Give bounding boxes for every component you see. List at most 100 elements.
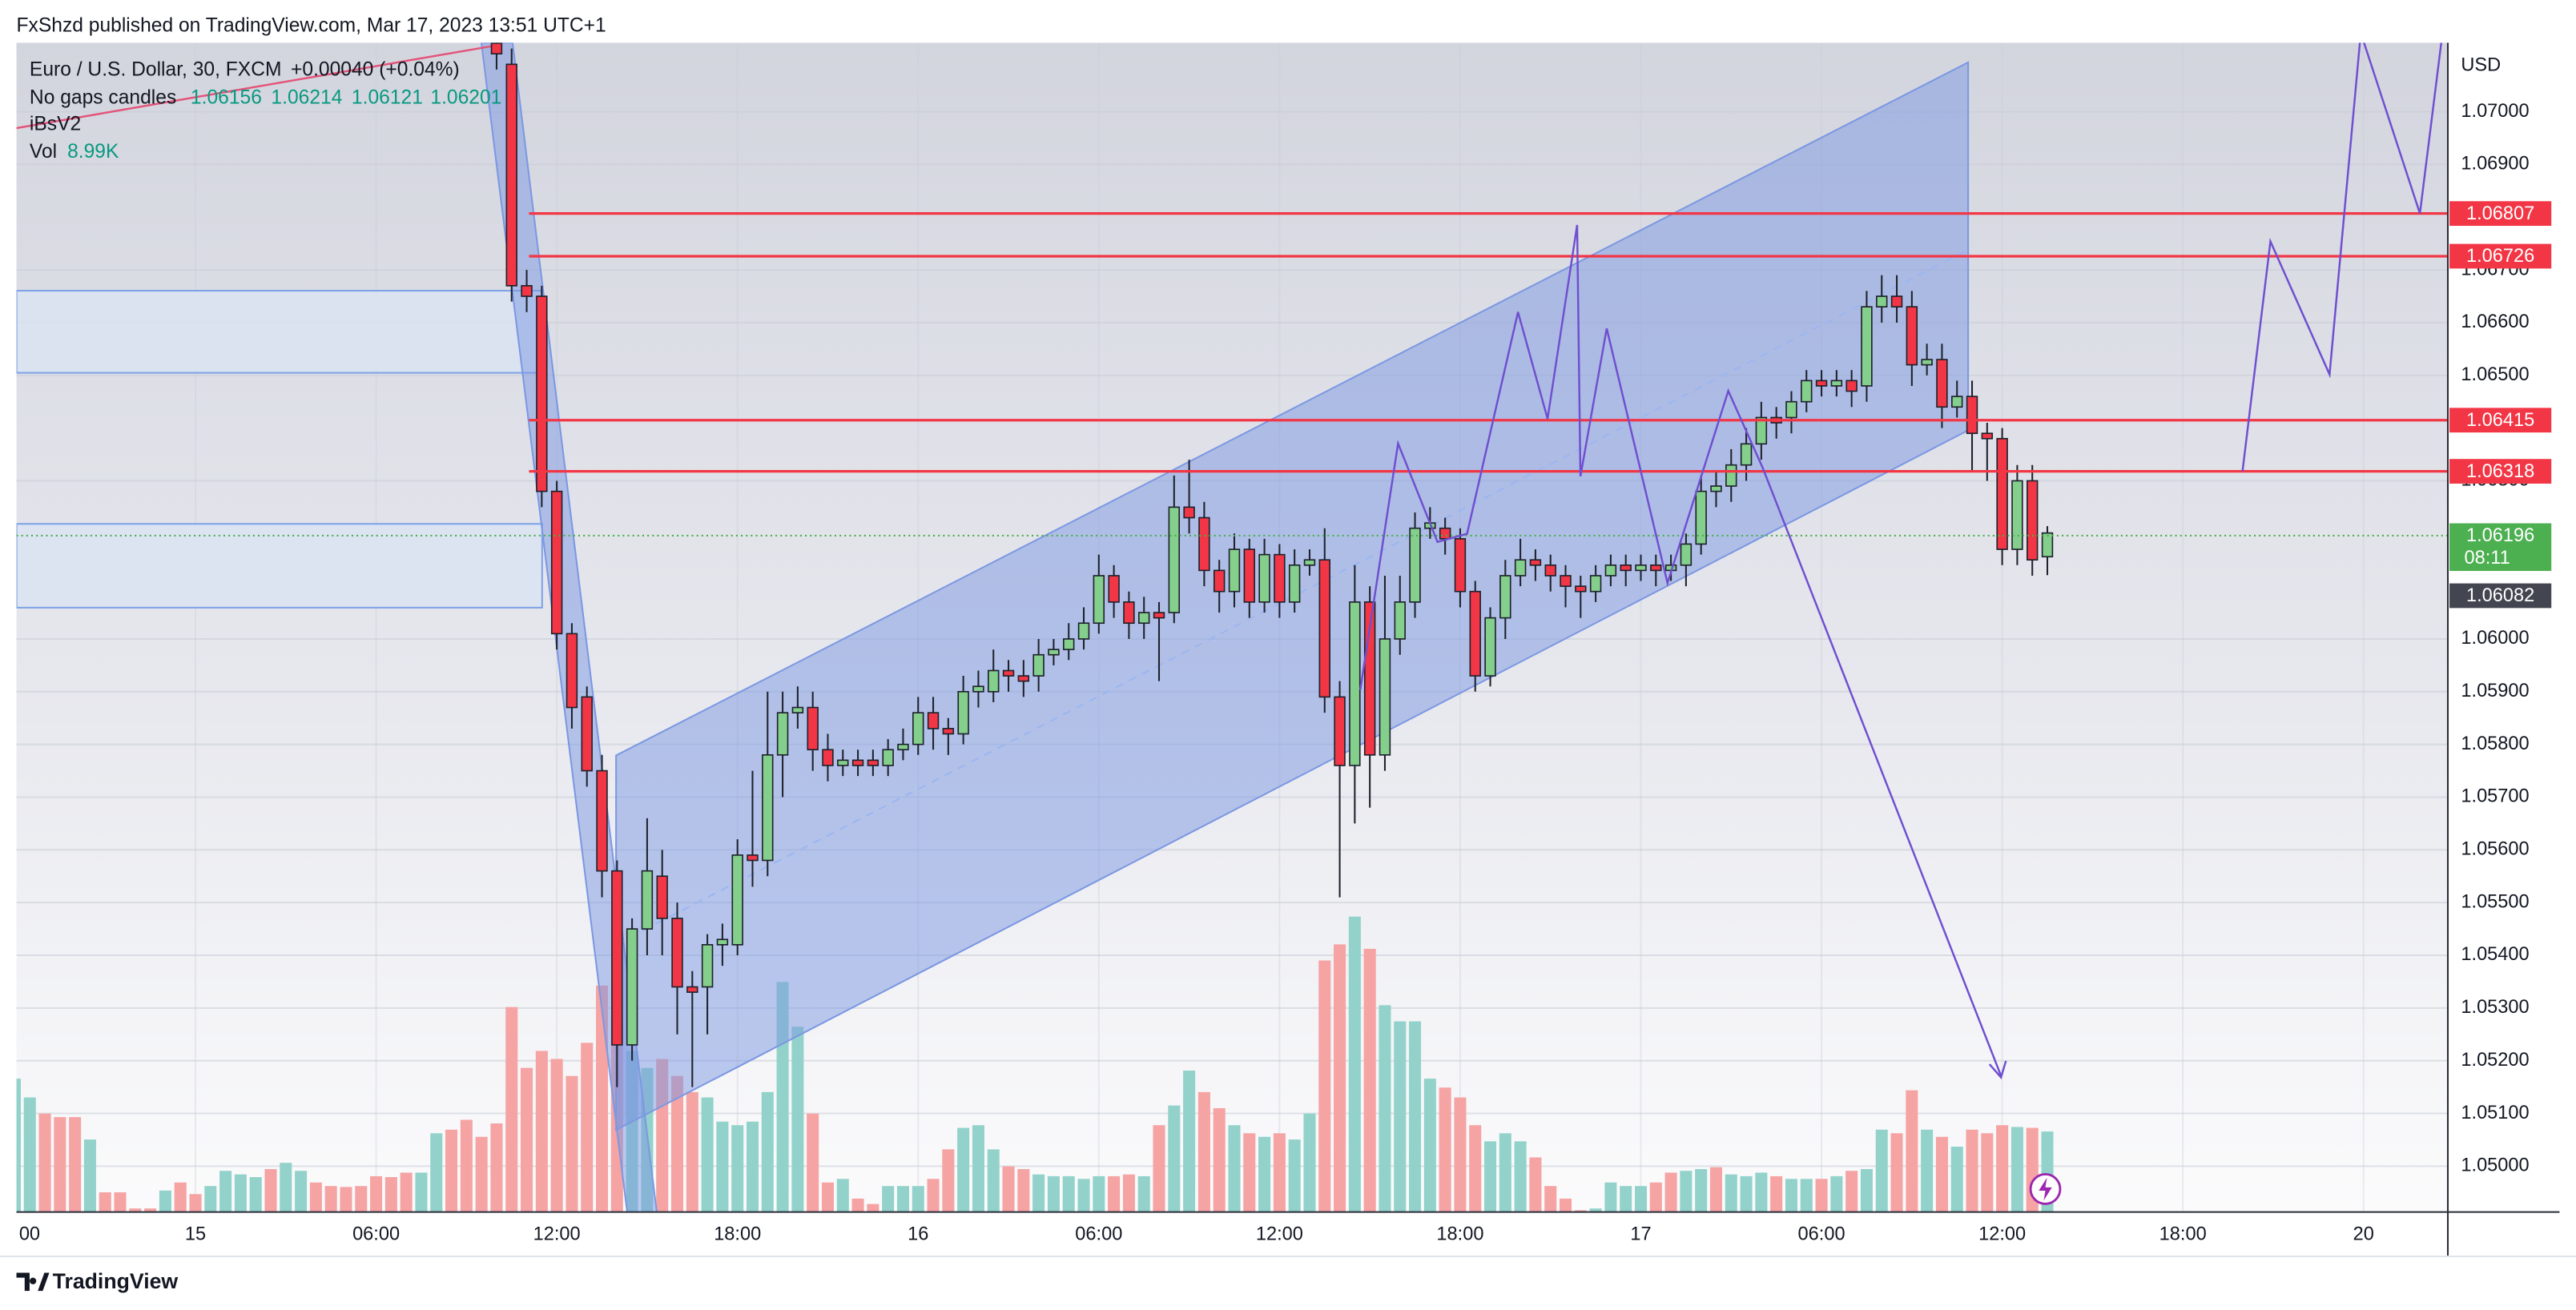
volume-bar (1860, 1168, 1873, 1212)
candle-body (1168, 506, 1181, 613)
brand-name[interactable]: TradingView (53, 1269, 179, 1293)
candle-body (1755, 416, 1768, 445)
candle-body (581, 696, 593, 772)
volume-bar (1740, 1175, 1753, 1212)
volume-bar (1845, 1171, 1858, 1212)
volume-bar (535, 1051, 548, 1212)
candle-body (550, 490, 563, 635)
candle-body (1514, 559, 1527, 577)
volume-bar (204, 1186, 217, 1212)
price-tag (2449, 523, 2552, 572)
candle-body (1213, 569, 1226, 593)
y-tick-label: 1.06000 (2461, 627, 2529, 648)
candle-body (1830, 380, 1843, 387)
candle-body (2041, 532, 2054, 558)
volume-bar (896, 1186, 909, 1212)
volume-bar (1363, 948, 1376, 1212)
legend-change: +0.00040 (+0.04%) (291, 59, 460, 81)
x-tick-label: 20 (2353, 1224, 2374, 1244)
candle-body (656, 875, 668, 919)
candle-body (1198, 516, 1210, 572)
volume-bar (1664, 1172, 1677, 1212)
plot (16, 42, 2449, 1212)
volume-bar (1996, 1125, 2009, 1212)
y-tick-label: 1.05900 (2461, 680, 2529, 701)
volume-bar (295, 1171, 308, 1212)
volume-bar (1183, 1071, 1196, 1212)
volume-bar (1137, 1175, 1150, 1212)
candle-body (1318, 559, 1330, 698)
x-tick-label: 18:00 (2159, 1224, 2207, 1244)
candle-body (1334, 696, 1346, 766)
x-tick-label: 15 (185, 1224, 206, 1244)
candle-body (2011, 480, 2023, 550)
candle-body (701, 944, 714, 988)
candle-body (505, 63, 517, 287)
volume-bar (249, 1177, 262, 1212)
candle-body (1936, 359, 1948, 408)
volume-bar (355, 1186, 368, 1212)
candle-body (972, 685, 984, 693)
trend-line (16, 45, 493, 130)
candle-body (686, 986, 698, 993)
candle-body (1544, 564, 1556, 577)
level-tag-label: 1.06807 (2466, 203, 2534, 223)
candle-body (1996, 437, 2008, 550)
volume-bar (445, 1129, 458, 1212)
y-tick-label: 1.06900 (2461, 153, 2529, 174)
x-tick-label: 17 (1630, 1224, 1651, 1244)
candle-body (1650, 564, 1662, 572)
volume-bar (16, 1079, 21, 1212)
candle-body (1876, 295, 1888, 308)
volume-bar (1122, 1174, 1135, 1212)
volume-bar (54, 1117, 66, 1212)
candle-body (1228, 549, 1241, 593)
candle-body (716, 938, 729, 946)
candle-body (1801, 380, 1813, 403)
volume-bar (1921, 1129, 1934, 1212)
candle-body (942, 728, 955, 735)
volume-bar (1228, 1125, 1241, 1212)
candle-body (1575, 585, 1587, 593)
candle-body (1680, 543, 1693, 566)
volume-bar (1695, 1168, 1708, 1212)
candle-body (1002, 669, 1015, 677)
x-tick-label: 18:00 (714, 1224, 761, 1244)
axes: 1.05000 1.05100 1.05200 1.05300 1.05400 1.055… (19, 100, 2552, 1244)
projection-path (2241, 42, 2443, 472)
candle-body (807, 706, 819, 751)
candle-body (1063, 638, 1075, 650)
candle-body (596, 770, 608, 872)
volume-bar (1620, 1186, 1632, 1212)
y-tick-label: 1.06500 (2461, 364, 2529, 384)
volume-bar (550, 1059, 563, 1212)
volume-bar (1725, 1174, 1737, 1212)
volume-bar (1830, 1175, 1843, 1212)
volume-bar (731, 1125, 744, 1212)
volume-bar (1379, 1005, 1391, 1212)
volume-bar (1709, 1167, 1723, 1212)
volume-bar (1153, 1125, 1165, 1212)
volume-bar (912, 1186, 924, 1212)
volume-bar (867, 1204, 879, 1212)
volume-bar (1815, 1179, 1828, 1212)
volume-bar (1634, 1186, 1648, 1212)
candle-body (851, 759, 864, 766)
price-tag-label: 1.06196 (2466, 524, 2534, 545)
volume-bar (791, 1027, 804, 1212)
x-tick-label: 12:00 (1978, 1224, 2026, 1244)
y-tick-label: 1.05800 (2461, 733, 2529, 753)
volume-bar (1394, 1021, 1407, 1212)
volume-bar (38, 1113, 51, 1212)
price-tag-label: 1.06082 (2466, 585, 2534, 605)
candle-body (1725, 464, 1737, 487)
volume-bar (1680, 1171, 1693, 1212)
legend-vol-value: 8.99K (67, 141, 119, 163)
volume-bar (1409, 1021, 1422, 1212)
candle-body (762, 753, 774, 862)
candle-body (1560, 575, 1572, 587)
level-tag (2449, 408, 2552, 433)
volume-bar (581, 1043, 594, 1212)
volume-bar (1469, 1125, 1482, 1212)
candle-body (1032, 653, 1044, 677)
